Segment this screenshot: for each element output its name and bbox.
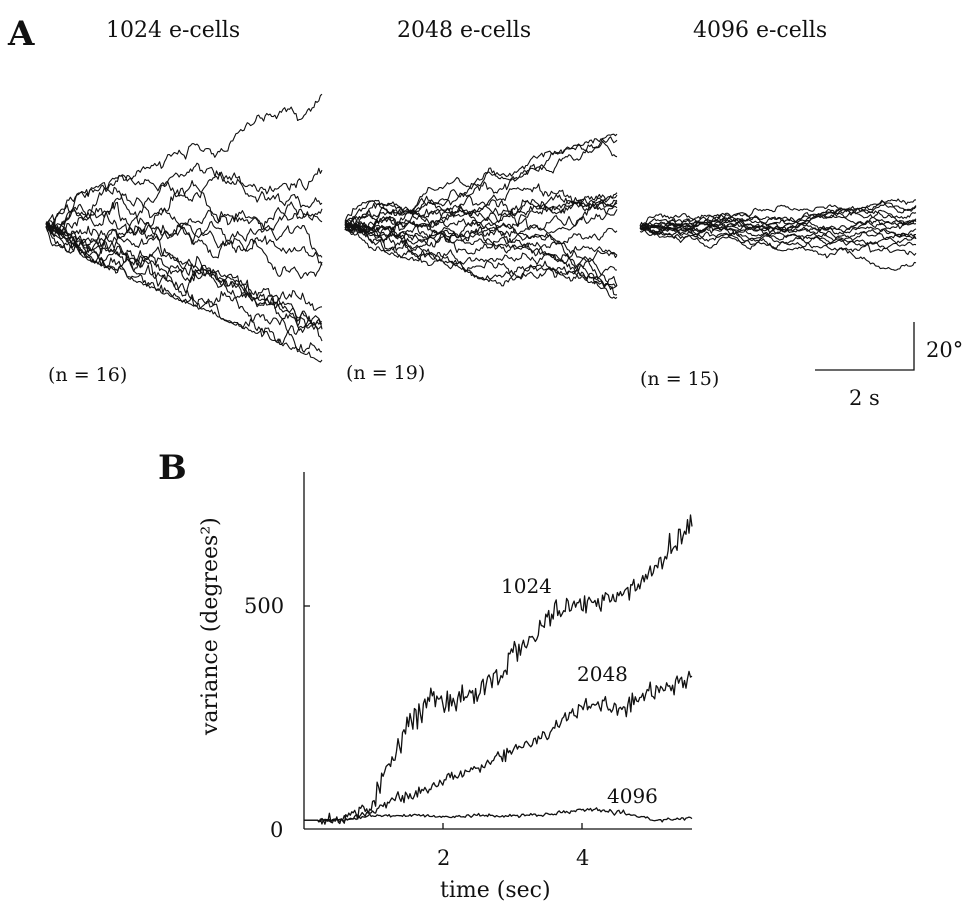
trace-line bbox=[344, 224, 618, 296]
curve-label-1024: 1024 bbox=[501, 574, 552, 598]
trace-line bbox=[344, 200, 618, 235]
panel-a2-n-label: (n = 19) bbox=[346, 362, 426, 384]
panel-b-curves bbox=[304, 514, 693, 825]
panel-a3-traces bbox=[639, 198, 917, 271]
trace-line bbox=[344, 220, 618, 270]
panel-a1-traces bbox=[45, 93, 323, 363]
trace-line bbox=[45, 162, 323, 229]
scale-bar bbox=[815, 322, 915, 371]
trace-line bbox=[45, 222, 323, 353]
trace-line bbox=[45, 222, 323, 363]
trace-line bbox=[45, 170, 323, 234]
curve-label-4096: 4096 bbox=[607, 784, 658, 808]
trace-line bbox=[639, 204, 917, 228]
trace-line bbox=[344, 183, 618, 243]
variance-curve-4096 bbox=[304, 807, 693, 823]
trace-line bbox=[344, 222, 618, 300]
x-axis-label: time (sec) bbox=[440, 878, 551, 903]
panel-a-letter: A bbox=[8, 14, 35, 54]
trace-line bbox=[639, 218, 917, 242]
panel-a3-n-label: (n = 15) bbox=[640, 368, 720, 390]
panel-b-axes bbox=[303, 472, 692, 830]
trace-line bbox=[45, 220, 323, 311]
trace-line bbox=[45, 210, 323, 266]
panel-a3-title: 4096 e-cells bbox=[693, 18, 828, 43]
trace-line bbox=[344, 136, 618, 225]
trace-line bbox=[344, 193, 618, 227]
x-tick-2: 2 bbox=[437, 846, 451, 870]
x-tick-4: 4 bbox=[576, 846, 590, 870]
trace-line bbox=[639, 212, 917, 231]
trace-line bbox=[639, 222, 917, 248]
curve-label-2048: 2048 bbox=[577, 662, 628, 686]
panel-a1-n-label: (n = 16) bbox=[48, 364, 128, 386]
trace-line bbox=[639, 221, 917, 271]
trace-line bbox=[45, 225, 323, 335]
trace-line bbox=[344, 140, 618, 224]
variance-curve-1024 bbox=[304, 514, 693, 825]
trace-line bbox=[639, 222, 917, 249]
scale-bar-y-label: 20° bbox=[926, 338, 964, 362]
trace-line bbox=[639, 214, 917, 235]
trace-line bbox=[639, 198, 917, 231]
trace-line bbox=[45, 93, 323, 226]
trace-line bbox=[45, 206, 323, 250]
scale-bar-x-label: 2 s bbox=[849, 386, 880, 410]
trace-line bbox=[45, 201, 323, 259]
y-tick-0: 0 bbox=[270, 818, 284, 842]
panel-b-letter: B bbox=[158, 448, 187, 488]
trace-line bbox=[344, 205, 618, 245]
trace-line bbox=[639, 201, 917, 230]
y-tick-500: 500 bbox=[244, 594, 285, 618]
panel-a2-traces bbox=[344, 133, 618, 300]
trace-line bbox=[639, 207, 917, 243]
trace-line bbox=[45, 180, 323, 237]
variance-curve-2048 bbox=[304, 670, 693, 824]
panel-a2-title: 2048 e-cells bbox=[397, 18, 532, 43]
trace-line bbox=[45, 223, 323, 333]
panel-a1-title: 1024 e-cells bbox=[106, 18, 241, 43]
trace-line bbox=[344, 192, 618, 232]
